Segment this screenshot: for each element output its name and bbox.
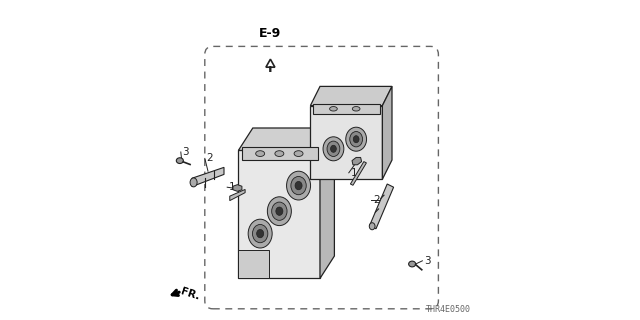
Ellipse shape: [248, 219, 272, 248]
Ellipse shape: [177, 158, 184, 164]
Polygon shape: [239, 250, 269, 278]
Polygon shape: [352, 157, 362, 165]
Ellipse shape: [257, 229, 264, 238]
Polygon shape: [242, 147, 319, 160]
Polygon shape: [370, 184, 394, 229]
Ellipse shape: [190, 178, 197, 187]
Text: 2: 2: [206, 153, 213, 164]
Text: 2: 2: [372, 195, 380, 205]
Ellipse shape: [323, 137, 344, 161]
Polygon shape: [383, 86, 392, 179]
Ellipse shape: [276, 207, 283, 215]
Ellipse shape: [272, 202, 287, 220]
Ellipse shape: [369, 223, 375, 230]
Text: 3: 3: [424, 256, 431, 266]
Ellipse shape: [346, 127, 367, 151]
Polygon shape: [239, 150, 320, 278]
Ellipse shape: [349, 132, 362, 147]
Text: 1: 1: [351, 168, 357, 178]
Ellipse shape: [327, 141, 340, 156]
Ellipse shape: [287, 171, 310, 200]
Polygon shape: [310, 106, 383, 179]
Polygon shape: [351, 162, 366, 185]
Ellipse shape: [268, 197, 291, 226]
Polygon shape: [230, 189, 245, 201]
Text: 3: 3: [182, 147, 188, 157]
Ellipse shape: [353, 136, 359, 143]
Text: E-9: E-9: [259, 27, 282, 40]
Ellipse shape: [409, 261, 416, 267]
Ellipse shape: [291, 177, 307, 195]
Ellipse shape: [252, 225, 268, 243]
Ellipse shape: [352, 107, 360, 111]
Ellipse shape: [331, 145, 337, 152]
Polygon shape: [320, 128, 334, 278]
Polygon shape: [313, 104, 380, 114]
Ellipse shape: [255, 151, 265, 156]
Ellipse shape: [295, 181, 302, 190]
Polygon shape: [239, 128, 334, 150]
Ellipse shape: [294, 151, 303, 156]
Polygon shape: [233, 185, 242, 191]
Polygon shape: [192, 167, 224, 187]
Text: 1: 1: [229, 182, 236, 192]
Text: THR4E0500: THR4E0500: [426, 305, 470, 314]
Polygon shape: [310, 86, 392, 106]
Ellipse shape: [330, 107, 337, 111]
Ellipse shape: [275, 151, 284, 156]
Text: FR.: FR.: [180, 286, 202, 301]
